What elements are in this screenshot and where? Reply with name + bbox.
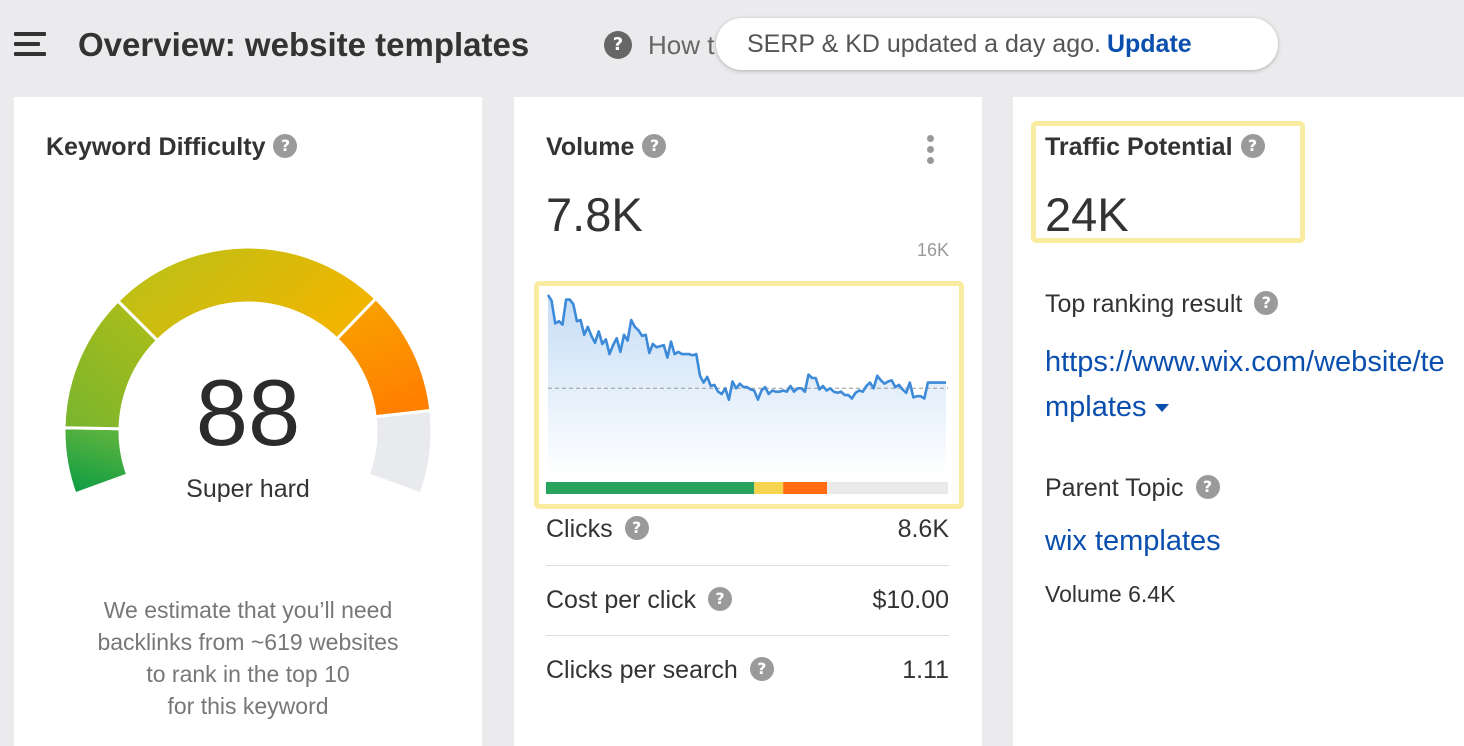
traffic-potential-value: 24K	[1045, 188, 1129, 241]
note-line: backlinks from ~619 websites	[97, 629, 399, 655]
volume-card: Volume? 7.8K 16K Clicks? 8.6K Cost per c…	[514, 97, 982, 746]
update-toast: SERP & KD updated a day ago. Update	[716, 18, 1278, 70]
top-ranking-label: Top ranking result?	[1045, 290, 1279, 319]
help-icon[interactable]: ?	[749, 657, 774, 682]
clicks-bar-organic	[546, 482, 755, 494]
page-title: Overview: website templates	[78, 26, 530, 63]
page-header: Overview: website templates ? How t SERP…	[0, 0, 1464, 96]
help-icon[interactable]: ?	[708, 587, 733, 612]
help-icon[interactable]: ?	[1195, 475, 1220, 500]
volume-chart-highlight	[534, 281, 964, 509]
clicks-per-search-row: Clicks per search? 1.11	[546, 635, 949, 705]
clicks-bar-paid	[754, 482, 784, 494]
note-line: for this keyword	[167, 693, 329, 719]
traffic-potential-highlight	[1031, 121, 1305, 243]
note-line: to rank in the top 10	[146, 661, 350, 687]
help-icon[interactable]: ?	[1240, 134, 1265, 159]
keyword-difficulty-title-text: Keyword Difficulty	[46, 133, 266, 161]
top-ranking-label-text: Top ranking result	[1045, 290, 1243, 318]
chevron-down-icon[interactable]	[1154, 404, 1169, 413]
traffic-potential-title-text: Traffic Potential	[1045, 133, 1233, 161]
volume-value: 7.8K	[546, 188, 643, 241]
volume-trend-chart[interactable]	[546, 291, 950, 499]
help-icon[interactable]: ?	[604, 31, 632, 59]
volume-title-text: Volume	[546, 133, 635, 161]
clicks-label: Clicks?	[546, 515, 649, 544]
cps-label-text: Clicks per search	[546, 656, 738, 684]
volume-title: Volume?	[546, 133, 667, 162]
cpc-label-text: Cost per click	[546, 586, 697, 614]
difficulty-label: Super hard	[186, 475, 310, 503]
difficulty-gauge	[64, 247, 432, 496]
clicks-row: Clicks? 8.6K	[546, 495, 949, 565]
cost-per-click-value: $10.00	[872, 586, 949, 614]
difficulty-score: 88	[195, 360, 301, 465]
hamburger-menu-icon[interactable]	[14, 32, 46, 58]
help-icon[interactable]: ?	[273, 134, 298, 159]
how-link[interactable]: How t	[648, 30, 715, 60]
chart-max-label: 16K	[916, 240, 949, 260]
parent-topic-volume: Volume 6.4K	[1045, 581, 1176, 607]
traffic-potential-card: Traffic Potential? 24K Top ranking resul…	[1013, 97, 1464, 746]
toast-message: SERP & KD updated a day ago.	[747, 30, 1101, 58]
clicks-bar-no-click	[826, 482, 948, 494]
parent-topic-label: Parent Topic?	[1045, 474, 1220, 503]
volume-series-line	[546, 294, 946, 401]
cost-per-click-label: Cost per click?	[546, 586, 733, 615]
top-ranking-url-text[interactable]: https://www.wix.com/website/templates	[1045, 346, 1445, 423]
clicks-per-search-label: Clicks per search?	[546, 656, 774, 685]
difficulty-note: We estimate that you’ll need backlinks f…	[14, 594, 482, 722]
clicks-value: 8.6K	[897, 515, 949, 543]
help-icon[interactable]: ?	[1254, 291, 1279, 316]
traffic-potential-title: Traffic Potential?	[1045, 133, 1265, 162]
keyword-difficulty-card: Keyword Difficulty? 88 Super hard We est…	[14, 97, 482, 746]
note-line: We estimate that you’ll need	[103, 597, 393, 623]
gauge-segment-empty	[366, 408, 432, 496]
keyword-difficulty-title: Keyword Difficulty?	[46, 133, 298, 162]
volume-area	[548, 295, 946, 477]
clicks-bar-other	[783, 482, 827, 494]
gauge-segment-yellow	[115, 247, 378, 343]
parent-topic-label-text: Parent Topic	[1045, 474, 1184, 502]
parent-topic-link[interactable]: wix templates	[1045, 525, 1221, 557]
clicks-per-search-value: 1.11	[902, 656, 949, 684]
more-options-icon[interactable]	[924, 135, 936, 165]
help-icon[interactable]: ?	[624, 516, 649, 541]
clicks-label-text: Clicks	[546, 515, 613, 543]
top-ranking-url-link[interactable]: https://www.wix.com/website/templates	[1045, 340, 1455, 430]
cost-per-click-row: Cost per click? $10.00	[546, 565, 949, 635]
update-link[interactable]: Update	[1106, 30, 1192, 58]
help-icon[interactable]: ?	[642, 134, 667, 159]
